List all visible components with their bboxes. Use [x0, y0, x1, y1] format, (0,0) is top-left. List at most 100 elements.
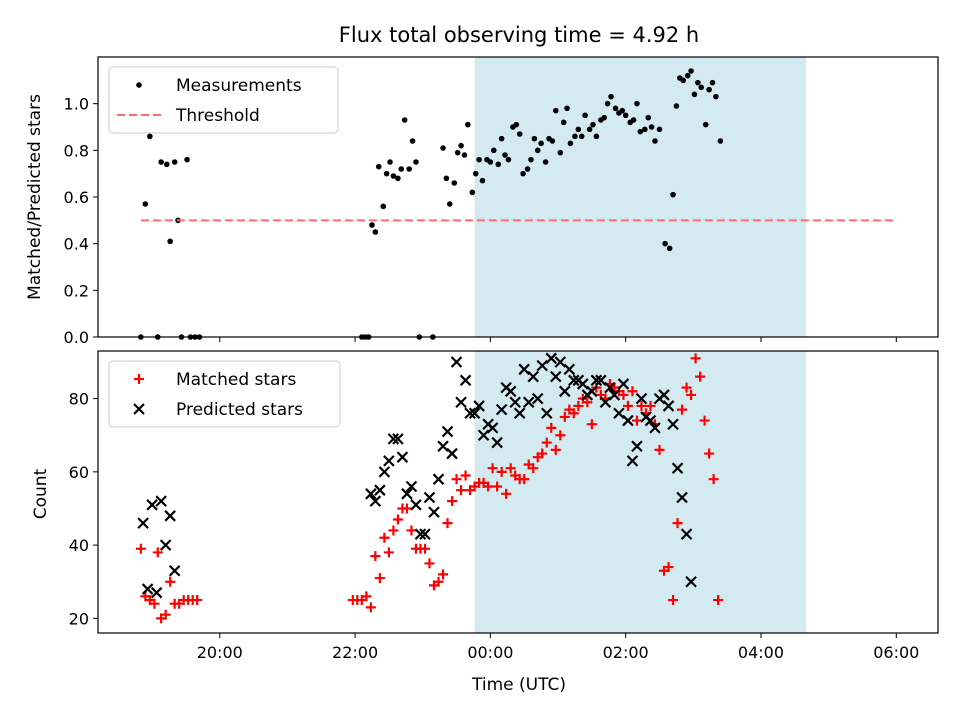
y-tick-label: 20 [69, 609, 89, 628]
y-tick-label: 0.4 [64, 235, 89, 254]
measurement-point [476, 156, 482, 163]
predicted-star-point [423, 491, 436, 504]
x-tick-label: 00:00 [467, 643, 513, 662]
measurement-point [196, 334, 203, 340]
measurement-point [557, 149, 564, 156]
y-tick-label: 60 [69, 463, 89, 482]
measurement-point [702, 121, 709, 128]
measurement-point [142, 201, 149, 207]
predicted-star-point [604, 381, 616, 394]
measurement-point [680, 77, 686, 84]
measurement-point [608, 93, 614, 100]
predicted-star-point [405, 480, 418, 493]
measurement-point [513, 121, 520, 128]
predicted-star-point [168, 564, 181, 577]
predicted-star-point [455, 396, 467, 409]
predicted-star-point [495, 403, 508, 416]
measurement-point [380, 203, 387, 210]
x-tick-label: 20:00 [197, 643, 243, 662]
matched-star-point [433, 576, 444, 587]
predicted-star-point [383, 455, 395, 467]
matched-star-point [713, 595, 724, 606]
measurement-point [369, 222, 375, 228]
matched-star-point [686, 389, 697, 400]
plot-frame [97, 56, 939, 338]
predicted-star-point [150, 586, 163, 599]
measurement-point [375, 163, 382, 170]
predicted-star-point [527, 370, 539, 383]
measurement-point [528, 156, 534, 163]
matched-star-point [582, 397, 593, 408]
y-tick-label: 40 [69, 536, 89, 555]
measurement-point [593, 133, 600, 140]
y-tick-label: 80 [69, 390, 89, 409]
measurement-point [505, 156, 512, 163]
predicted-star-point [137, 517, 149, 529]
predicted-star-point [513, 407, 526, 420]
legend-box [108, 66, 339, 134]
measurement-point [458, 142, 464, 149]
matched-star-point [519, 474, 530, 485]
measurement-point [163, 161, 170, 168]
matched-star-point [419, 543, 430, 554]
matched-star-point [636, 400, 647, 411]
predicted-star-point [631, 440, 643, 452]
matched-star-point [365, 602, 376, 613]
measurement-point [479, 177, 486, 184]
matched-star-point [424, 558, 435, 569]
measurement-point [666, 245, 673, 252]
matched-star-point [631, 415, 642, 426]
measurement-point [691, 91, 698, 98]
predicted-star-point [685, 575, 697, 588]
matched-star-point [708, 474, 719, 485]
measurement-point [534, 147, 541, 154]
predicted-star-point [369, 495, 382, 507]
measurement-point [461, 152, 468, 158]
text-layer: Flux total observing time = 4.92 h Match… [25, 23, 699, 695]
measurement-point [138, 334, 144, 340]
measurement-point [695, 79, 701, 86]
plot-frame [97, 350, 939, 634]
predicted-star-point [635, 392, 648, 405]
measurement-point [652, 138, 658, 144]
predicted-star-point [536, 359, 549, 372]
x-axis-label: Time (UTC) [471, 675, 566, 695]
measurement-point [542, 159, 549, 165]
measurement-point [622, 112, 629, 119]
predicted-star-point [378, 466, 391, 478]
measurement-point [630, 117, 637, 123]
y-tick-label: 0.0 [64, 328, 89, 347]
matched-star-point [152, 547, 163, 558]
chart-title: Flux total observing time = 4.92 h [339, 23, 699, 47]
measurement-point [684, 72, 691, 79]
matched-star-point [505, 463, 516, 474]
predicted-star-point [644, 414, 657, 427]
predicted-star-point [667, 418, 679, 431]
predicted-star-point [141, 583, 154, 595]
predicted-star-point [599, 396, 612, 409]
matched-star-point [492, 481, 503, 492]
measurement-point [472, 170, 479, 177]
matched-star-point [406, 525, 417, 536]
predicted-star-point [518, 363, 530, 376]
matched-star-point [451, 474, 462, 485]
predicted-star-point [396, 451, 409, 463]
matched-star-point [695, 371, 706, 382]
matched-star-point [438, 569, 449, 580]
matched-star-point [672, 518, 683, 529]
matched-star-point [501, 488, 512, 499]
measurement-point [446, 201, 453, 207]
predicted-star-point [586, 385, 598, 398]
predicted-star-point [428, 506, 440, 518]
measurement-point [395, 175, 401, 182]
predicted-star-point [626, 455, 639, 467]
predicted-star-point [477, 429, 490, 442]
measurement-point [552, 107, 559, 114]
matched-star-point [663, 562, 674, 573]
predicted-star-point [658, 389, 670, 401]
matched-star-point [668, 595, 679, 606]
matched-star-point [690, 353, 701, 364]
predicted-star-point [432, 473, 445, 485]
measurement-point [158, 159, 164, 165]
